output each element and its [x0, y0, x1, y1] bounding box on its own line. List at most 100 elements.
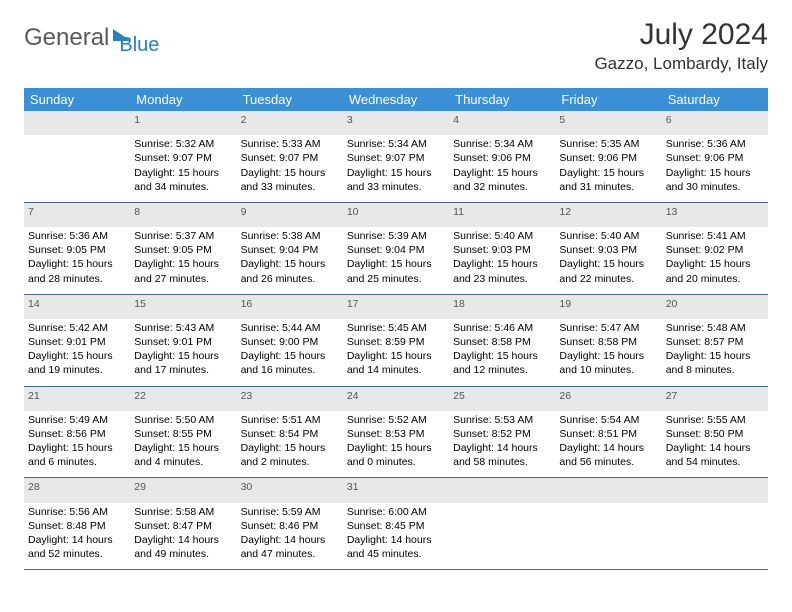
daylight-text: Daylight: 14 hours and 54 minutes. — [666, 441, 764, 469]
sunset-text: Sunset: 8:54 PM — [241, 427, 339, 441]
day-number-cell: 14 — [24, 294, 130, 319]
day-number-cell: 26 — [555, 386, 661, 411]
sunrise-text: Sunrise: 5:42 AM — [28, 321, 126, 335]
daylight-text: Daylight: 15 hours and 16 minutes. — [241, 349, 339, 377]
sunset-text: Sunset: 8:48 PM — [28, 519, 126, 533]
logo-text-2: Blue — [119, 34, 159, 57]
sunrise-text: Sunrise: 5:41 AM — [666, 229, 764, 243]
day-data-cell: Sunrise: 5:40 AMSunset: 9:03 PMDaylight:… — [449, 227, 555, 294]
sunrise-text: Sunrise: 5:33 AM — [241, 137, 339, 151]
day-number-row: 21222324252627 — [24, 386, 768, 411]
daylight-text: Daylight: 15 hours and 33 minutes. — [241, 166, 339, 194]
daylight-text: Daylight: 14 hours and 58 minutes. — [453, 441, 551, 469]
sunset-text: Sunset: 8:46 PM — [241, 519, 339, 533]
weekday-header: Monday — [130, 88, 236, 111]
day-number-cell — [24, 111, 130, 135]
day-data-cell: Sunrise: 5:56 AMSunset: 8:48 PMDaylight:… — [24, 503, 130, 570]
sunset-text: Sunset: 8:53 PM — [347, 427, 445, 441]
daylight-text: Daylight: 15 hours and 30 minutes. — [666, 166, 764, 194]
daylight-text: Daylight: 15 hours and 0 minutes. — [347, 441, 445, 469]
day-number-cell: 2 — [237, 111, 343, 135]
day-data-row: Sunrise: 5:49 AMSunset: 8:56 PMDaylight:… — [24, 411, 768, 478]
sunrise-text: Sunrise: 5:55 AM — [666, 413, 764, 427]
sunset-text: Sunset: 8:58 PM — [559, 335, 657, 349]
day-number-cell: 28 — [24, 478, 130, 503]
sunset-text: Sunset: 9:05 PM — [28, 243, 126, 257]
day-number-cell: 21 — [24, 386, 130, 411]
daylight-text: Daylight: 15 hours and 31 minutes. — [559, 166, 657, 194]
location-text: Gazzo, Lombardy, Italy — [594, 54, 768, 74]
day-number-row: 78910111213 — [24, 202, 768, 227]
weekday-header-row: Sunday Monday Tuesday Wednesday Thursday… — [24, 88, 768, 111]
day-number-cell: 23 — [237, 386, 343, 411]
day-number-cell: 13 — [662, 202, 768, 227]
day-number-cell: 31 — [343, 478, 449, 503]
sunset-text: Sunset: 8:52 PM — [453, 427, 551, 441]
day-data-cell: Sunrise: 5:37 AMSunset: 9:05 PMDaylight:… — [130, 227, 236, 294]
day-number-cell: 3 — [343, 111, 449, 135]
day-data-row: Sunrise: 5:32 AMSunset: 9:07 PMDaylight:… — [24, 135, 768, 202]
sunrise-text: Sunrise: 5:40 AM — [453, 229, 551, 243]
sunset-text: Sunset: 9:03 PM — [559, 243, 657, 257]
sunset-text: Sunset: 8:55 PM — [134, 427, 232, 441]
calendar-table: Sunday Monday Tuesday Wednesday Thursday… — [24, 88, 768, 570]
daylight-text: Daylight: 15 hours and 2 minutes. — [241, 441, 339, 469]
sunrise-text: Sunrise: 5:39 AM — [347, 229, 445, 243]
sunrise-text: Sunrise: 5:44 AM — [241, 321, 339, 335]
sunrise-text: Sunrise: 5:36 AM — [28, 229, 126, 243]
sunrise-text: Sunrise: 5:50 AM — [134, 413, 232, 427]
day-number-cell: 27 — [662, 386, 768, 411]
daylight-text: Daylight: 15 hours and 17 minutes. — [134, 349, 232, 377]
weekday-header: Thursday — [449, 88, 555, 111]
sunset-text: Sunset: 8:59 PM — [347, 335, 445, 349]
daylight-text: Daylight: 15 hours and 26 minutes. — [241, 257, 339, 285]
day-data-cell: Sunrise: 5:49 AMSunset: 8:56 PMDaylight:… — [24, 411, 130, 478]
day-data-cell: Sunrise: 5:46 AMSunset: 8:58 PMDaylight:… — [449, 319, 555, 386]
daylight-text: Daylight: 15 hours and 34 minutes. — [134, 166, 232, 194]
daylight-text: Daylight: 15 hours and 6 minutes. — [28, 441, 126, 469]
day-data-cell: Sunrise: 5:45 AMSunset: 8:59 PMDaylight:… — [343, 319, 449, 386]
day-data-cell: Sunrise: 5:48 AMSunset: 8:57 PMDaylight:… — [662, 319, 768, 386]
day-data-cell: Sunrise: 5:44 AMSunset: 9:00 PMDaylight:… — [237, 319, 343, 386]
sunrise-text: Sunrise: 5:32 AM — [134, 137, 232, 151]
sunrise-text: Sunrise: 5:34 AM — [347, 137, 445, 151]
sunrise-text: Sunrise: 5:47 AM — [559, 321, 657, 335]
logo: General Blue — [24, 18, 159, 57]
day-number-cell: 6 — [662, 111, 768, 135]
sunrise-text: Sunrise: 5:40 AM — [559, 229, 657, 243]
day-data-cell: Sunrise: 5:52 AMSunset: 8:53 PMDaylight:… — [343, 411, 449, 478]
daylight-text: Daylight: 15 hours and 22 minutes. — [559, 257, 657, 285]
daylight-text: Daylight: 14 hours and 52 minutes. — [28, 533, 126, 561]
sunset-text: Sunset: 9:00 PM — [241, 335, 339, 349]
weekday-header: Friday — [555, 88, 661, 111]
day-data-cell: Sunrise: 5:54 AMSunset: 8:51 PMDaylight:… — [555, 411, 661, 478]
sunset-text: Sunset: 8:51 PM — [559, 427, 657, 441]
month-title: July 2024 — [594, 18, 768, 52]
sunset-text: Sunset: 9:07 PM — [347, 151, 445, 165]
sunset-text: Sunset: 8:56 PM — [28, 427, 126, 441]
sunrise-text: Sunrise: 6:00 AM — [347, 505, 445, 519]
sunset-text: Sunset: 9:07 PM — [241, 151, 339, 165]
day-data-cell: Sunrise: 5:33 AMSunset: 9:07 PMDaylight:… — [237, 135, 343, 202]
daylight-text: Daylight: 15 hours and 12 minutes. — [453, 349, 551, 377]
day-data-cell: Sunrise: 5:50 AMSunset: 8:55 PMDaylight:… — [130, 411, 236, 478]
daylight-text: Daylight: 14 hours and 56 minutes. — [559, 441, 657, 469]
day-data-cell: Sunrise: 5:41 AMSunset: 9:02 PMDaylight:… — [662, 227, 768, 294]
page-header: General Blue July 2024 Gazzo, Lombardy, … — [24, 18, 768, 74]
day-number-cell: 10 — [343, 202, 449, 227]
sunset-text: Sunset: 9:05 PM — [134, 243, 232, 257]
day-number-cell: 18 — [449, 294, 555, 319]
sunrise-text: Sunrise: 5:54 AM — [559, 413, 657, 427]
day-number-cell: 12 — [555, 202, 661, 227]
sunset-text: Sunset: 9:01 PM — [134, 335, 232, 349]
daylight-text: Daylight: 15 hours and 8 minutes. — [666, 349, 764, 377]
weekday-header: Saturday — [662, 88, 768, 111]
day-data-cell: Sunrise: 5:34 AMSunset: 9:07 PMDaylight:… — [343, 135, 449, 202]
day-data-cell: Sunrise: 5:47 AMSunset: 8:58 PMDaylight:… — [555, 319, 661, 386]
day-data-cell: Sunrise: 5:36 AMSunset: 9:05 PMDaylight:… — [24, 227, 130, 294]
day-number-cell: 5 — [555, 111, 661, 135]
sunrise-text: Sunrise: 5:35 AM — [559, 137, 657, 151]
day-data-cell: Sunrise: 5:34 AMSunset: 9:06 PMDaylight:… — [449, 135, 555, 202]
daylight-text: Daylight: 14 hours and 49 minutes. — [134, 533, 232, 561]
day-data-cell: Sunrise: 6:00 AMSunset: 8:45 PMDaylight:… — [343, 503, 449, 570]
